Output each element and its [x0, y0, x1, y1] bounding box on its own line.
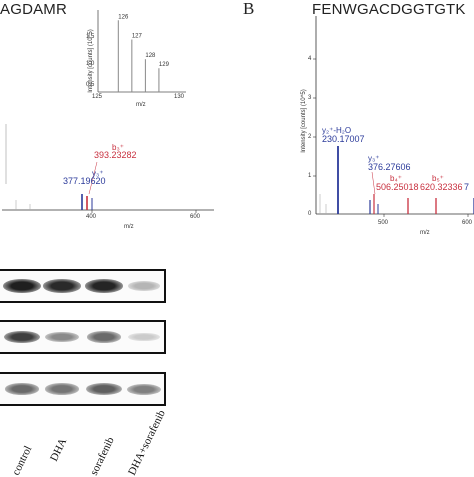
- inset-peak-label-128: 128: [145, 53, 156, 59]
- ion-b3-value: 393.23282: [94, 150, 137, 160]
- panel-a-xtick-2: 600: [190, 214, 201, 220]
- inset-xtick-2: 130: [174, 94, 185, 100]
- ion-last-value: 7: [464, 182, 470, 192]
- panel-b-ytick-4: 4: [308, 56, 312, 62]
- panel-b-ylabel: Intensity [counts] (10^5): [301, 89, 307, 153]
- blot-band-r3-control: [4, 383, 40, 395]
- panel-a-main-plot: [2, 124, 214, 213]
- lane-label-dha: DHA: [48, 436, 70, 464]
- ion-b5-value: 620.32336: [420, 182, 463, 192]
- blot-row-1: [0, 269, 166, 303]
- blot-band-r3-dha-sorafenib: [127, 383, 161, 395]
- blot-band-r1-sorafenib: [85, 279, 123, 293]
- ion-y3b-name: y₃⁺: [368, 154, 380, 163]
- blot-band-r2-control: [3, 330, 41, 344]
- inset-ytick-1: 1.5: [86, 34, 95, 40]
- ion-y3-value: 377.19620: [63, 176, 106, 186]
- panel-b-letter: B: [243, 0, 255, 18]
- blot-band-r1-control: [3, 279, 41, 293]
- ion-b4-name: b₄⁺: [390, 174, 402, 183]
- panel-a-xtick-1: 400: [86, 214, 97, 220]
- panel-b-xtick-500: 500: [378, 220, 389, 226]
- panel-b-ytick-1: 1: [308, 173, 312, 179]
- inset-peak-label-129: 129: [159, 62, 170, 68]
- panel-b-ytick-0: 0: [308, 211, 312, 217]
- ion-y3b-value: 376.27606: [368, 162, 411, 172]
- panel-a-title: AGDAMR: [0, 1, 68, 18]
- lane-label-dha-sorafenib: DHA+sorafenib: [126, 408, 168, 477]
- ion-b3-name: b₃⁺: [112, 143, 124, 152]
- panel-b-ytick-2: 2: [308, 134, 312, 140]
- panel-b-plot: [313, 16, 474, 217]
- inset-ytick-3: 0.5: [86, 82, 95, 88]
- panel-b-xlabel: m/z: [420, 230, 430, 236]
- blot-band-r2-dha: [45, 331, 79, 343]
- panel-a-inset: Intensity [counts] (10^5) 1.5 1.0 0.5 12…: [76, 6, 188, 110]
- inset-peak-label-127: 127: [132, 34, 143, 40]
- ion-y3-name: y₃⁺: [92, 169, 104, 178]
- blot-band-r2-sorafenib: [86, 331, 122, 343]
- lane-label-sorafenib: sorafenib: [88, 435, 117, 477]
- panel-a-xlabel: m/z: [124, 224, 134, 230]
- blot-row-3: [0, 372, 166, 406]
- inset-peak-label-126: 126: [118, 14, 129, 20]
- inset-ytick-2: 1.0: [86, 61, 95, 67]
- inset-xlabel: m/z: [136, 102, 146, 108]
- inset-xtick-1: 125: [92, 94, 103, 100]
- panel-b-ytick-3: 3: [308, 95, 312, 101]
- blot-band-r3-dha: [44, 383, 80, 395]
- ion-y2-value: 230.17007: [322, 134, 365, 144]
- lane-label-control: control: [10, 443, 35, 477]
- blot-band-r1-dha-sorafenib: [128, 281, 160, 291]
- blot-band-r3-sorafenib: [86, 383, 122, 395]
- blot-band-r1-dha: [43, 279, 81, 293]
- ion-b5-name: b₅⁺: [432, 174, 444, 183]
- panel-b-title: FENWGACDGGTGTK: [312, 1, 466, 18]
- ion-b4-value: 506.25018: [376, 182, 419, 192]
- blot-row-2: [0, 320, 166, 354]
- panel-b-xtick-600: 600: [462, 220, 473, 226]
- blot-band-r2-dha-sorafenib: [128, 332, 160, 342]
- ion-y2-name: y₂⁺-H₂O: [322, 126, 352, 135]
